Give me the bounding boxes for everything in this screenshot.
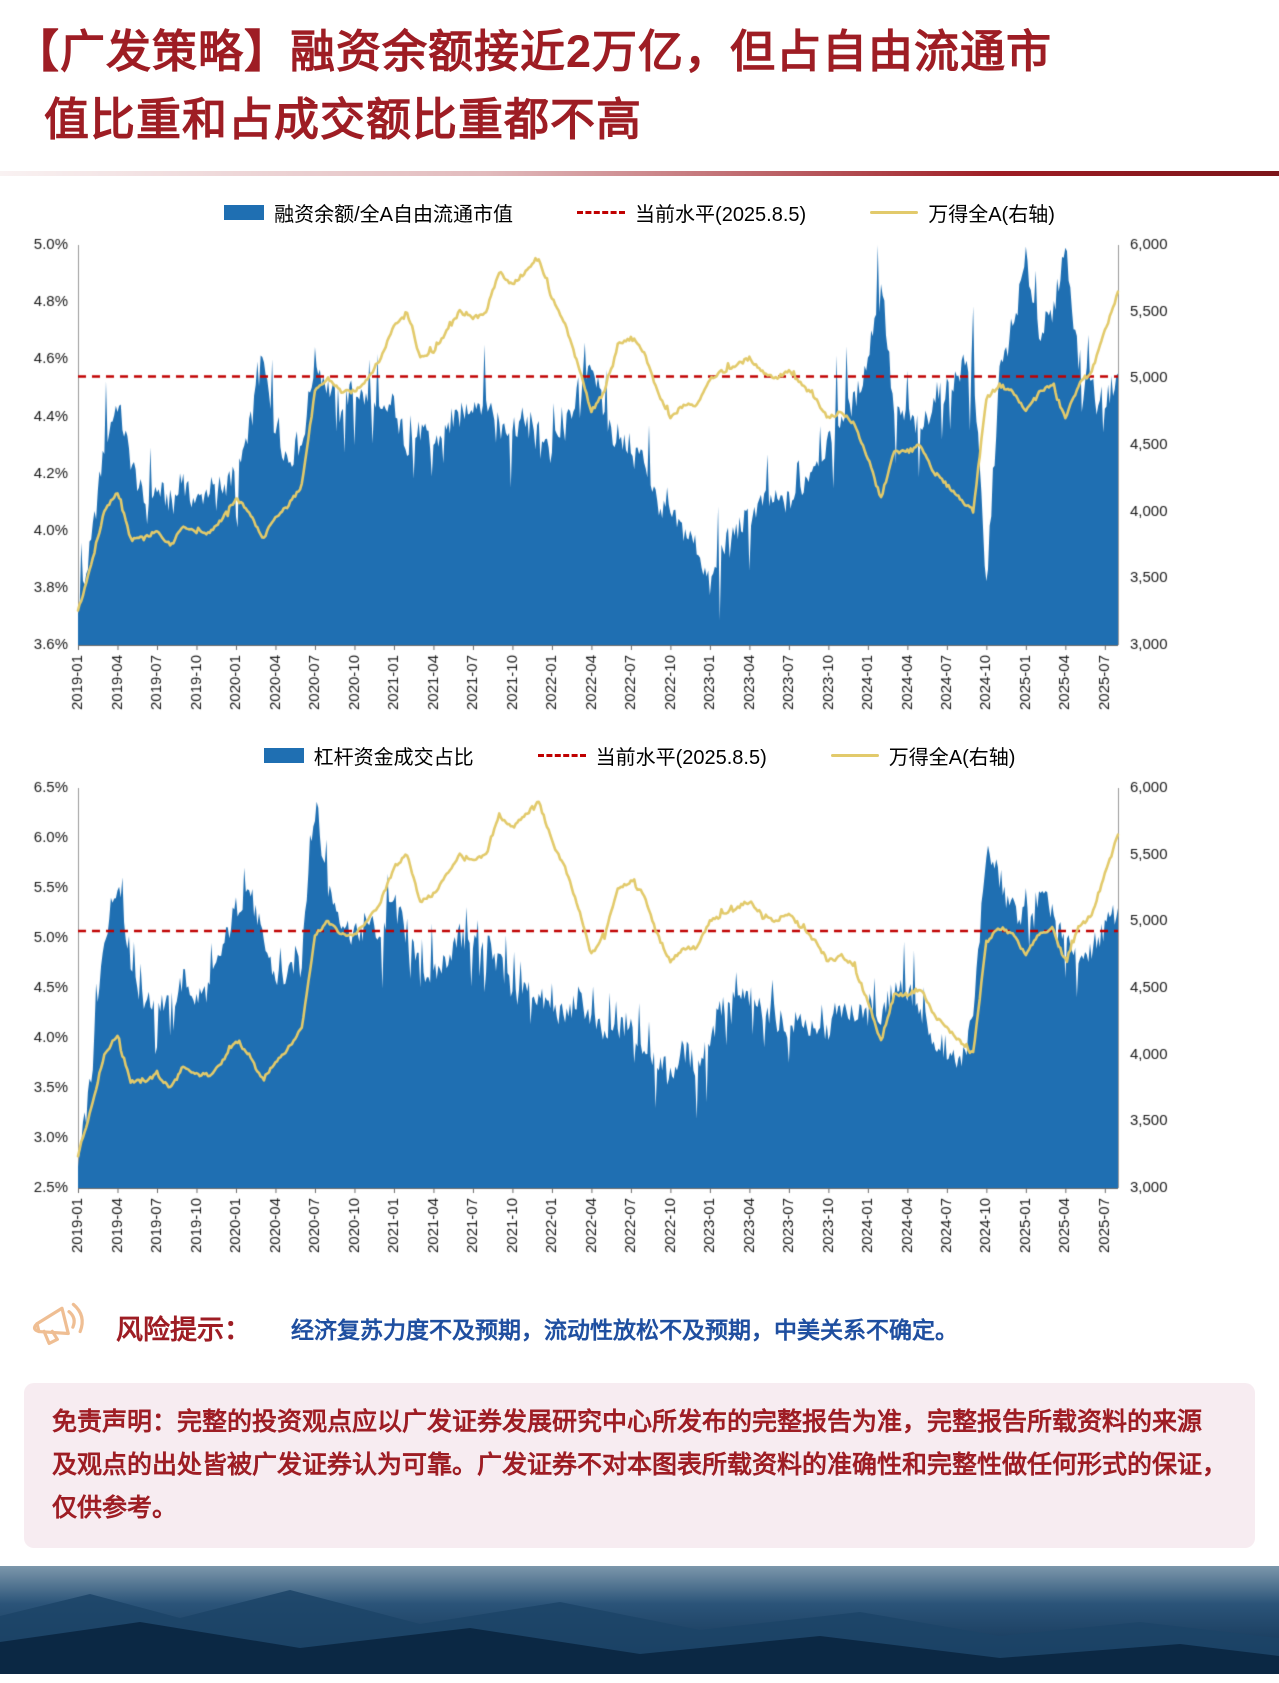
chart-leverage-turnover-ratio: 杠杆资金成交占比 当前水平(2025.8.5) 万得全A(右轴)	[0, 741, 1279, 1274]
legend-label: 杠杆资金成交占比	[313, 747, 474, 769]
footer-banner	[0, 1566, 1279, 1674]
megaphone-icon	[26, 1296, 96, 1359]
chart2-canvas	[0, 774, 1279, 1274]
legend-swatch-dashed-line	[537, 754, 586, 757]
page-title-line1: 【广发策略】融资余额接近2万亿，但占自由流通市	[14, 26, 1053, 77]
chart2-legend: 杠杆资金成交占比 当前水平(2025.8.5) 万得全A(右轴)	[0, 741, 1279, 770]
legend-item-current-level: 当前水平(2025.8.5)	[577, 198, 806, 227]
legend-item-index-line: 万得全A(右轴)	[830, 741, 1016, 770]
legend-label: 万得全A(右轴)	[888, 747, 1016, 769]
legend-swatch-area	[263, 748, 304, 763]
chart1-legend: 融资余额/全A自由流通市值 当前水平(2025.8.5) 万得全A(右轴)	[0, 198, 1279, 227]
legend-swatch-line	[830, 754, 879, 757]
legend-label: 当前水平(2025.8.5)	[595, 747, 767, 769]
page-title: 【广发策略】融资余额接近2万亿，但占自由流通市 值比重和占成交额比重都不高	[0, 0, 1279, 157]
legend-swatch-line	[870, 211, 919, 214]
legend-item-index-line: 万得全A(右轴)	[870, 198, 1055, 227]
disclaimer-box: 免责声明：完整的投资观点应以广发证券发展研究中心所发布的完整报告为准，完整报告所…	[24, 1383, 1255, 1548]
legend-swatch-area	[224, 205, 265, 220]
legend-label: 融资余额/全A自由流通市值	[274, 204, 514, 226]
chart-financing-balance-ratio: 融资余额/全A自由流通市值 当前水平(2025.8.5) 万得全A(右轴)	[0, 198, 1279, 731]
risk-text: 经济复苏力度不及预期，流动性放松不及预期，中美关系不确定。	[291, 1316, 958, 1343]
chart1-canvas	[0, 231, 1279, 731]
legend-item-area: 融资余额/全A自由流通市值	[224, 198, 513, 227]
disclaimer-label: 免责声明：	[52, 1408, 178, 1436]
page-title-line2: 值比重和占成交额比重都不高	[44, 93, 643, 145]
risk-note: 风险提示： 经济复苏力度不及预期，流动性放松不及预期，中美关系不确定。	[0, 1274, 1279, 1363]
legend-item-area: 杠杆资金成交占比	[263, 741, 474, 770]
risk-label: 风险提示：	[116, 1315, 251, 1345]
legend-label: 当前水平(2025.8.5)	[635, 204, 807, 226]
legend-swatch-dashed-line	[577, 211, 626, 214]
legend-label: 万得全A(右轴)	[928, 204, 1055, 226]
disclaimer-text: 完整的投资观点应以广发证券发展研究中心所发布的完整报告为准，完整报告所载资料的来…	[52, 1408, 1228, 1522]
footer-mountains-image	[0, 1566, 1279, 1674]
title-divider	[0, 171, 1279, 176]
legend-item-current-level: 当前水平(2025.8.5)	[537, 741, 767, 770]
